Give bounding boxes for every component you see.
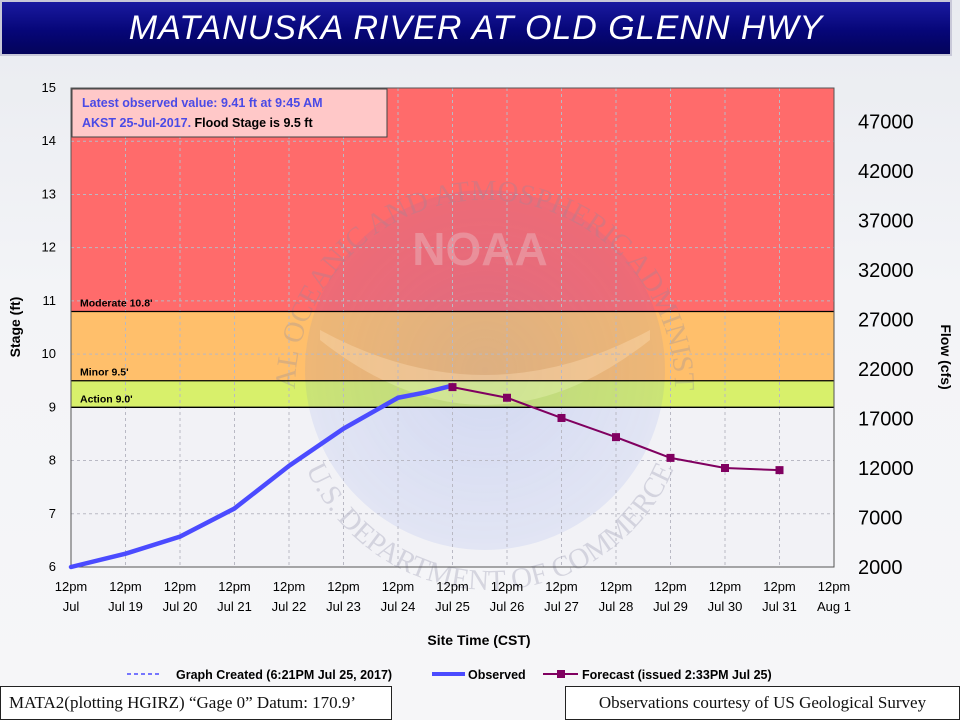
y2-tick-label: 22000 bbox=[858, 359, 914, 381]
x-tick-time: 12pm bbox=[545, 579, 578, 594]
y-axis-label: Stage (ft) bbox=[7, 297, 23, 358]
y-tick-label: 15 bbox=[42, 80, 56, 95]
y-tick-label: 11 bbox=[43, 293, 57, 308]
y2-tick-label: 27000 bbox=[858, 310, 914, 332]
legend-forecast-marker bbox=[557, 670, 565, 678]
x-tick-date: Jul bbox=[63, 599, 80, 614]
latest-observed-line1: Latest observed value: 9.41 ft at 9:45 A… bbox=[82, 96, 323, 110]
datum-text: MATA2(plotting HGIRZ) “Gage 0” Datum: 17… bbox=[9, 693, 357, 712]
legend-forecast: Forecast (issued 2:33PM Jul 25) bbox=[582, 668, 772, 682]
threshold-label-0: Moderate 10.8' bbox=[80, 298, 153, 310]
x-tick-time: 12pm bbox=[654, 579, 687, 594]
x-axis-label: Site Time (CST) bbox=[427, 632, 530, 648]
y-tick-label: 14 bbox=[42, 133, 56, 148]
latest-observed-line2: AKST 25-Jul-2017. Flood Stage is 9.5 ft bbox=[82, 116, 313, 130]
flood-thresholds: Moderate 10.8' Minor 9.5' Action 9.0' bbox=[71, 298, 834, 408]
x-tick-time: 12pm bbox=[491, 579, 524, 594]
x-tick-date: Jul 29 bbox=[653, 599, 688, 614]
x-tick-time: 12pm bbox=[763, 579, 796, 594]
x-tick-date: Jul 26 bbox=[490, 599, 525, 614]
datum-box: MATA2(plotting HGIRZ) “Gage 0” Datum: 17… bbox=[0, 686, 392, 720]
x-tick-date: Jul 31 bbox=[762, 599, 797, 614]
y-tick-label: 6 bbox=[49, 559, 56, 574]
series bbox=[68, 383, 784, 570]
noaa-logo-circle bbox=[305, 190, 665, 550]
info-box: Latest observed value: 9.41 ft at 9:45 A… bbox=[71, 88, 388, 138]
forecast-point bbox=[721, 464, 729, 473]
x-tick-date: Jul 23 bbox=[326, 599, 361, 614]
forecast-point bbox=[448, 383, 457, 392]
threshold-label-1: Minor 9.5' bbox=[80, 367, 129, 379]
x-tick-time: 12pm bbox=[382, 579, 415, 594]
x-tick-time: 12pm bbox=[109, 579, 142, 594]
x-tick-time: 12pm bbox=[273, 579, 306, 594]
y2-tick-label: 47000 bbox=[858, 112, 914, 134]
x-tick-date: Jul 28 bbox=[599, 599, 634, 614]
noaa-logo-bird bbox=[320, 330, 650, 405]
y-tick-label: 10 bbox=[42, 346, 56, 361]
y2-tick-label: 37000 bbox=[858, 211, 914, 233]
forecast-point bbox=[775, 466, 784, 475]
y2-tick-label: 7000 bbox=[858, 508, 903, 530]
x-tick-time: 12pm bbox=[218, 579, 251, 594]
stage-chart: NOAA NATIONAL OCEANIC AND ATMOSPHERIC AD… bbox=[0, 56, 954, 682]
x-tick-date: Aug 1 bbox=[817, 599, 851, 614]
x-axis: 12pm Jul 12pm Jul 19 12pm Jul 20 12pm Jul 21 12p… bbox=[55, 579, 851, 614]
y-tick-label: 9 bbox=[49, 399, 56, 414]
x-tick-time: 12pm bbox=[164, 579, 197, 594]
x-tick-time: 12pm bbox=[818, 579, 851, 594]
x-tick-date: Jul 20 bbox=[163, 599, 198, 614]
y-axis-right: 2000 7000 12000 17000 22000 27000 32000 37000 42… bbox=[858, 112, 914, 580]
x-tick-date: Jul 27 bbox=[544, 599, 579, 614]
noaa-logo-text: NOAA bbox=[412, 223, 547, 275]
x-tick-time: 12pm bbox=[55, 579, 88, 594]
x-tick-time: 12pm bbox=[436, 579, 469, 594]
y2-tick-label: 2000 bbox=[858, 557, 903, 579]
y-axis-left: 6 7 8 9 10 11 12 13 14 15 bbox=[42, 80, 56, 574]
x-tick-date: Jul 25 bbox=[435, 599, 470, 614]
credit-text: Observations courtesy of US Geological S… bbox=[598, 693, 927, 712]
legend-graph-created: Graph Created (6:21PM Jul 25, 2017) bbox=[176, 668, 392, 682]
x-tick-date: Jul 22 bbox=[272, 599, 307, 614]
y-tick-label: 12 bbox=[42, 240, 56, 255]
x-tick-date: Jul 24 bbox=[381, 599, 416, 614]
x-tick-date: Jul 19 bbox=[108, 599, 143, 614]
plot-frame bbox=[70, 87, 835, 568]
info-box-bg bbox=[71, 88, 388, 138]
y2-tick-label: 42000 bbox=[858, 161, 914, 183]
x-tick-date: Jul 21 bbox=[217, 599, 252, 614]
x-tick-time: 12pm bbox=[327, 579, 360, 594]
forecast-point bbox=[666, 453, 675, 462]
credit-box: Observations courtesy of US Geological S… bbox=[565, 686, 960, 720]
x-tick-time: 12pm bbox=[709, 579, 742, 594]
y2-tick-label: 32000 bbox=[858, 260, 914, 282]
page-title: MATANUSKA RIVER AT OLD GLENN HWY bbox=[128, 8, 824, 47]
forecast-point bbox=[612, 433, 620, 442]
threshold-label-2: Action 9.0' bbox=[80, 393, 133, 405]
x-tick-time: 12pm bbox=[600, 579, 633, 594]
legend-observed: Observed bbox=[468, 668, 526, 682]
forecast-point bbox=[557, 413, 566, 422]
title-bar: MATANUSKA RIVER AT OLD GLENN HWY bbox=[0, 0, 952, 56]
y2-axis-label: Flow (cfs) bbox=[938, 324, 954, 389]
y-tick-label: 7 bbox=[49, 506, 56, 521]
y-tick-label: 13 bbox=[42, 186, 56, 201]
y2-tick-label: 12000 bbox=[858, 458, 914, 480]
legend: Graph Created (6:21PM Jul 25, 2017) Obse… bbox=[127, 668, 772, 682]
forecast-point bbox=[503, 393, 511, 402]
observed-line bbox=[68, 383, 455, 570]
y-tick-label: 8 bbox=[49, 453, 56, 468]
y2-tick-label: 17000 bbox=[858, 409, 914, 431]
x-tick-date: Jul 30 bbox=[708, 599, 743, 614]
